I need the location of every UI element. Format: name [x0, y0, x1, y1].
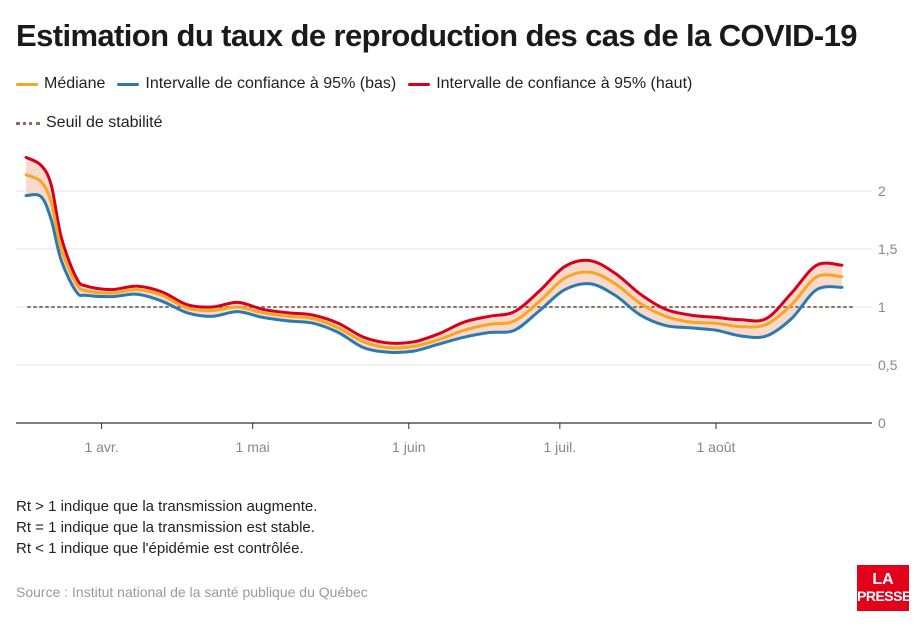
- note-stable: Rt = 1 indique que la transmission est s…: [16, 519, 315, 536]
- y-tick-label: 2: [878, 183, 886, 199]
- median-swatch: [16, 82, 38, 86]
- legend: Médiane Intervalle de confiance à 95% (b…: [16, 75, 704, 93]
- y-tick-label: 1: [878, 299, 886, 315]
- series-line-high: [24, 155, 844, 345]
- threshold-swatch: [16, 121, 40, 125]
- note-increasing: Rt > 1 indique que la transmission augme…: [16, 498, 318, 515]
- legend-item-threshold: Seuil de stabilité: [16, 114, 163, 132]
- x-tick-label: 1 avr.: [84, 439, 118, 455]
- y-tick-label: 1,5: [878, 241, 898, 257]
- x-tick-label: 1 août: [696, 439, 735, 455]
- notes: Rt > 1 indique que la transmission augme…: [16, 496, 317, 559]
- legend-threshold-row: Seuil de stabilité: [16, 114, 175, 132]
- la-presse-logo: LA PRESSE: [857, 565, 911, 611]
- legend-label-low: Intervalle de confiance à 95% (bas): [145, 75, 397, 92]
- legend-label-threshold: Seuil de stabilité: [46, 114, 163, 131]
- y-tick-label: 0: [878, 415, 886, 431]
- source-text: Source : Institut national de la santé p…: [16, 584, 368, 600]
- x-tick-label: 1 juil.: [544, 439, 577, 455]
- legend-item-high: Intervalle de confiance à 95% (haut): [408, 75, 692, 93]
- series-line-median: [24, 173, 844, 350]
- series-line-low: [24, 193, 844, 354]
- low-swatch: [117, 82, 140, 86]
- note-controlled: Rt < 1 indique que l'épidémie est contrô…: [16, 540, 304, 557]
- legend-label-high: Intervalle de confiance à 95% (haut): [436, 75, 693, 92]
- y-tick-label: 0,5: [878, 357, 898, 373]
- chart-title: Estimation du taux de reproduction des c…: [16, 18, 857, 53]
- x-tick-label: 1 mai: [236, 439, 270, 455]
- high-swatch: [408, 82, 431, 86]
- x-tick-label: 1 juin: [392, 439, 425, 455]
- logo-line-2: PRESSE: [857, 588, 911, 604]
- legend-item-low: Intervalle de confiance à 95% (bas): [117, 75, 396, 93]
- legend-label-median: Médiane: [44, 75, 106, 92]
- legend-item-median: Médiane: [16, 75, 105, 93]
- logo-line-1: LA: [872, 571, 894, 588]
- rt-line-chart: 0 0,5 1 1,5 2 1 avr. 1 mai 1 juin 1 juil. 1 août: [16, 155, 898, 455]
